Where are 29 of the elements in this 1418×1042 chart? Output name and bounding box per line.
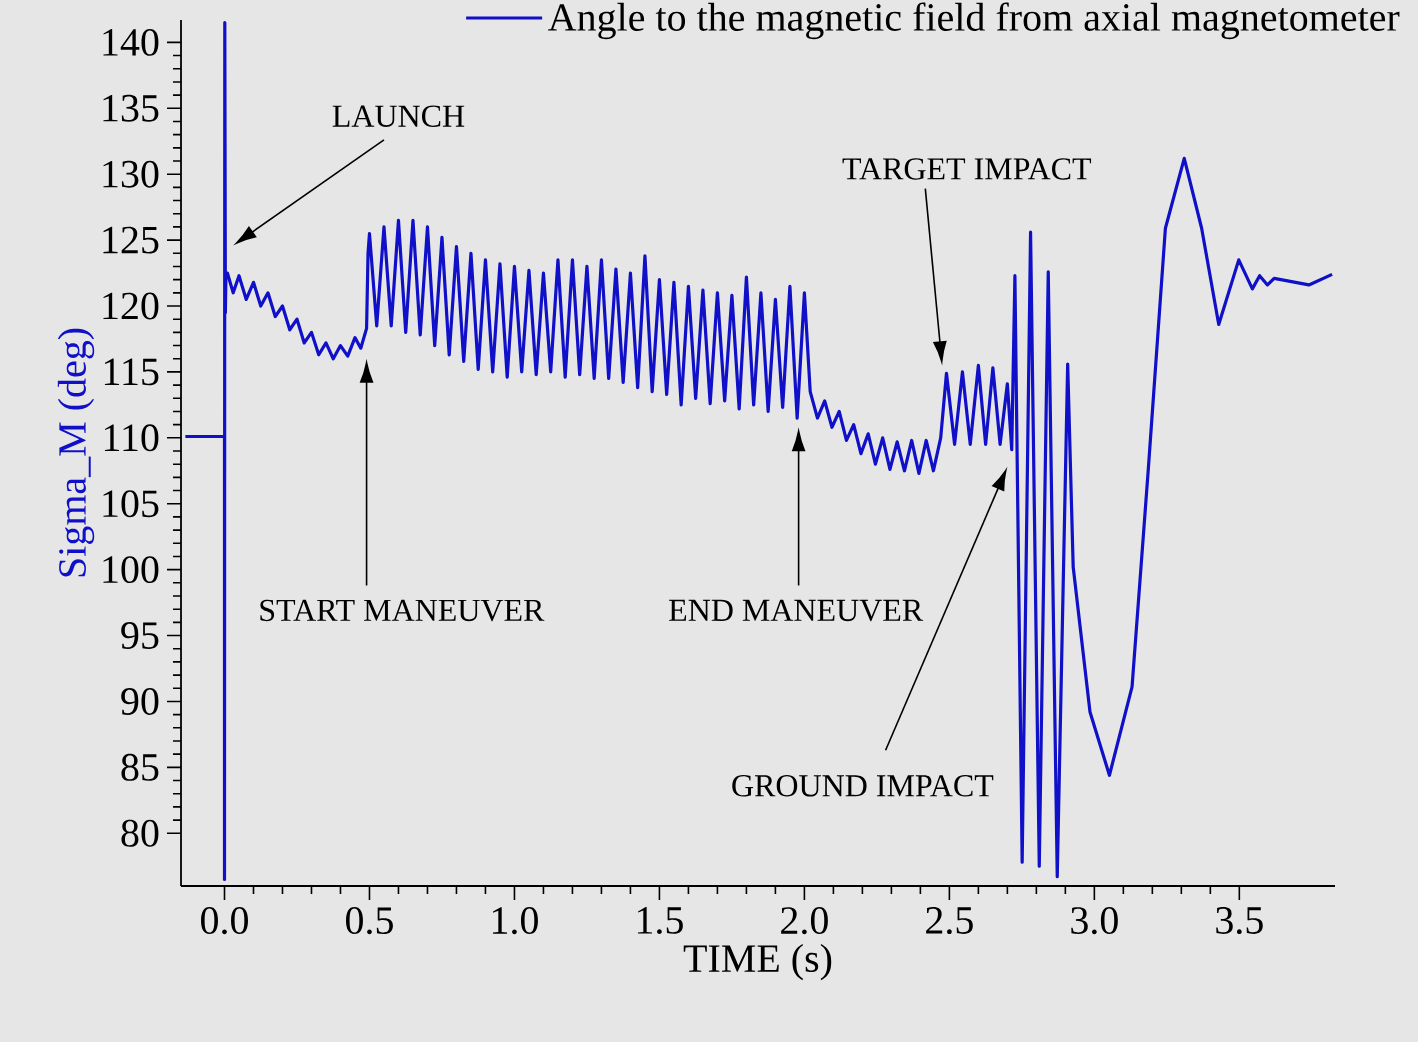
y-tick-label: 95 xyxy=(121,622,159,649)
y-tick-label: 135 xyxy=(103,94,159,122)
y-tick-label: 110 xyxy=(104,424,159,452)
annotation: GROUND IMPACT xyxy=(732,775,994,797)
y-tick-label: 125 xyxy=(103,226,159,254)
annotation: TARGET IMPACT xyxy=(842,158,1092,180)
y-tick-label: 85 xyxy=(121,753,159,781)
y-tick-label: 115 xyxy=(104,358,159,386)
y-tick-label: 80 xyxy=(121,819,159,847)
x-tick-label: 0.0 xyxy=(201,907,248,935)
x-tick-label: 3.0 xyxy=(1071,907,1118,935)
y-tick-label: 100 xyxy=(103,556,159,584)
annotation: LAUNCH xyxy=(332,105,465,127)
x-tick-label: 2.0 xyxy=(781,907,828,935)
x-axis-title: TIME (s) xyxy=(683,943,832,981)
x-tick-label: 1.0 xyxy=(492,907,538,935)
annotation: START MANEUVER xyxy=(260,599,545,622)
y-tick-label: 130 xyxy=(103,160,159,188)
x-tick-label: 1.5 xyxy=(637,907,683,935)
y-axis-title: Sigma_M (deg) xyxy=(57,328,95,577)
x-tick-label: 3.5 xyxy=(1216,907,1263,935)
x-tick-label: 0.5 xyxy=(346,907,393,935)
y-tick-label: 140 xyxy=(103,28,159,56)
y-tick-label: 90 xyxy=(121,687,159,715)
legend-label: Angle to the magnetic field from axial magnetometer xyxy=(548,2,1400,40)
y-tick-label: 105 xyxy=(103,490,159,518)
y-tick-label: 120 xyxy=(103,292,159,320)
x-tick-label: 2.5 xyxy=(926,907,973,935)
annotation: END MANEUVER xyxy=(669,599,924,622)
